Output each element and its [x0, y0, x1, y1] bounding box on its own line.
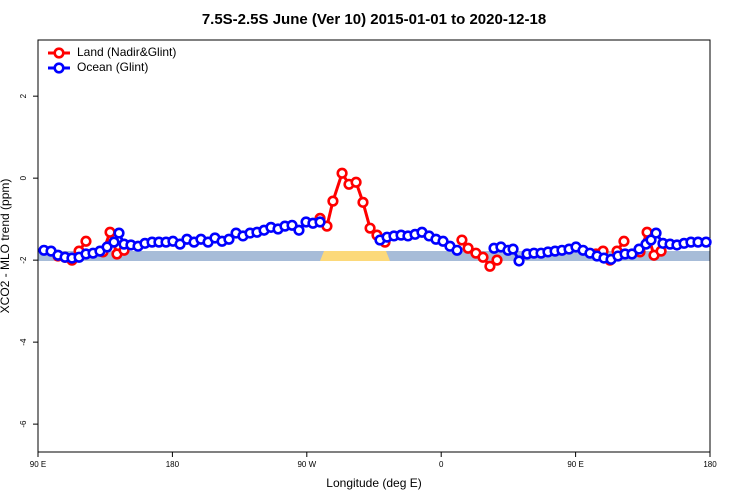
data-point — [108, 236, 120, 248]
data-point — [626, 248, 638, 260]
data-point — [456, 234, 468, 246]
data-point — [700, 236, 712, 248]
data-point — [80, 235, 92, 247]
y-tick-label: -2 — [19, 256, 28, 264]
legend-marker — [53, 62, 65, 74]
data-point — [357, 196, 369, 208]
data-point — [223, 233, 235, 245]
x-tick-label: 180 — [166, 460, 180, 469]
data-point — [113, 227, 125, 239]
x-tick-label: 90 E — [30, 460, 46, 469]
data-point — [477, 251, 489, 263]
x-tick-label: 90 E — [567, 460, 583, 469]
y-tick-label: -4 — [19, 338, 28, 346]
data-point — [350, 176, 362, 188]
x-axis-label: Longitude (deg E) — [326, 476, 421, 490]
x-tick-label: 90 W — [297, 460, 316, 469]
chart-title: 7.5S-2.5S June (Ver 10) 2015-01-01 to 20… — [202, 11, 546, 28]
y-tick-label: 2 — [19, 93, 28, 98]
data-point — [293, 224, 305, 236]
y-axis-label: XCO2 - MLO trend (ppm) — [0, 179, 12, 314]
x-tick-label: 180 — [703, 460, 717, 469]
legend-label: Ocean (Glint) — [77, 60, 148, 74]
data-point — [336, 167, 348, 179]
y-tick-label: -6 — [19, 420, 28, 428]
data-point — [314, 216, 326, 228]
data-point — [451, 244, 463, 256]
data-point — [364, 222, 376, 234]
data-point — [618, 235, 630, 247]
data-point — [650, 227, 662, 239]
data-point — [507, 243, 519, 255]
y-tick-label: 0 — [19, 175, 28, 180]
data-point — [645, 234, 657, 246]
legend-label: Land (Nadir&Glint) — [77, 45, 176, 59]
land-band — [320, 251, 390, 261]
x-tick-label: 0 — [439, 460, 444, 469]
data-point — [104, 226, 116, 238]
legend-marker — [53, 47, 65, 59]
data-point — [513, 255, 525, 267]
data-point — [484, 260, 496, 272]
data-point — [491, 254, 503, 266]
data-point — [462, 242, 474, 254]
data-point — [327, 195, 339, 207]
